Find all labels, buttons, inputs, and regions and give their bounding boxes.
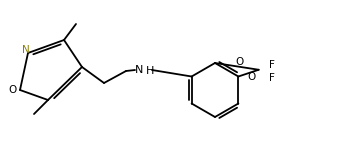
Text: O: O — [247, 72, 256, 82]
Text: N: N — [135, 65, 143, 75]
Text: H: H — [146, 66, 154, 76]
Text: F: F — [269, 60, 275, 70]
Text: N: N — [22, 45, 30, 55]
Text: F: F — [269, 73, 275, 83]
Text: O: O — [236, 57, 244, 67]
Text: O: O — [8, 85, 16, 95]
